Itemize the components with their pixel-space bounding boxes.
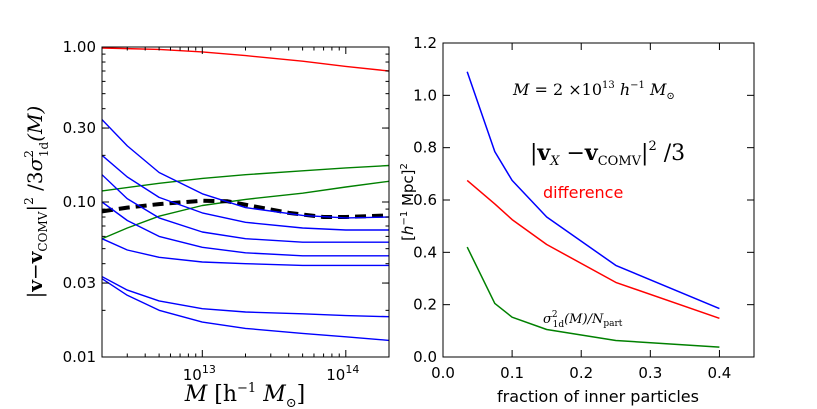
left-x-tick-label: 1014 xyxy=(326,363,359,384)
right-y-tick-label: 0.4 xyxy=(413,243,437,261)
left-series-blue-6 xyxy=(102,275,389,318)
left-x-axis-label: M [h−1 M⊙] xyxy=(184,381,305,409)
right-x-tick-label: 0.1 xyxy=(500,364,524,382)
mass-annotation: M = 2 ×1013 h−1 M⊙ xyxy=(512,80,675,102)
left-series-blue-3 xyxy=(102,174,389,243)
left-y-tick-label: 0.01 xyxy=(63,348,96,366)
left-series-blue-1 xyxy=(102,119,389,219)
right-y-tick-label: 0.0 xyxy=(413,348,437,366)
right-series-0000ff xyxy=(466,71,720,310)
left-y-tick-label: 0.30 xyxy=(63,119,96,137)
left-plot-frame xyxy=(101,46,390,358)
legend-red-label: difference xyxy=(543,183,623,202)
right-x-axis-label: fraction of inner particles xyxy=(497,387,699,406)
left-series-blue-5 xyxy=(102,238,389,267)
right-y-tick-label: 1.2 xyxy=(413,34,437,52)
left-series-blue-2 xyxy=(102,154,389,231)
left-series-black-dashed xyxy=(102,198,389,219)
right-y-tick-label: 0.8 xyxy=(413,139,437,157)
left-y-axis-label: |v−vCOMV|2 /3σ21d(M) xyxy=(22,106,51,299)
left-series-blue-7 xyxy=(102,278,389,342)
left-series-blue-4 xyxy=(102,201,389,257)
right-chart: 0.0 0.2 0.4 0.6 0.8 1.0 1.2 0.0 0.1 0.2 0.3 0.4 M =… xyxy=(399,34,755,406)
right-y-tick-label: 0.2 xyxy=(413,296,437,314)
right-y-tick-label: 0.6 xyxy=(413,191,437,209)
right-y-axis-label: [h−1 Mpc]2 xyxy=(399,163,417,241)
left-y-tick-label: 0.10 xyxy=(63,193,96,211)
right-x-tick-label: 0.2 xyxy=(569,364,593,382)
left-y-tick-label: 1.00 xyxy=(63,38,96,56)
right-x-tick-label: 0.0 xyxy=(431,364,455,382)
right-y-tick-label: 1.0 xyxy=(413,86,437,104)
legend-green-label: σ2 1d(M)/Npart xyxy=(543,310,623,330)
right-x-tick-label: 0.3 xyxy=(638,364,662,382)
legend-blue-label: |vX −vCOMV|2 /3 xyxy=(530,139,685,169)
left-x-tick-label: 1013 xyxy=(183,363,216,384)
right-series-008000 xyxy=(466,246,720,348)
right-series-ff0000 xyxy=(466,179,720,320)
left-series-green-upper xyxy=(102,164,389,192)
right-x-tick-label: 0.4 xyxy=(708,364,732,382)
left-y-tick-label: 0.03 xyxy=(63,274,96,292)
